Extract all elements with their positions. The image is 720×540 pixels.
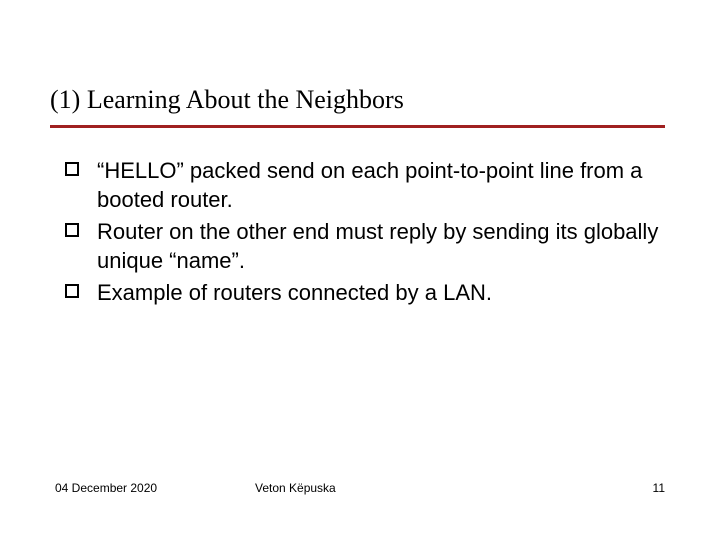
bullet-text: “HELLO” packed send on each point-to-poi… bbox=[97, 158, 642, 212]
list-item: Router on the other end must reply by se… bbox=[55, 217, 665, 275]
slide-title: (1) Learning About the Neighbors bbox=[50, 85, 665, 128]
checkbox-bullet-icon bbox=[65, 223, 79, 237]
footer-date: 04 December 2020 bbox=[55, 481, 157, 495]
bullet-list: “HELLO” packed send on each point-to-poi… bbox=[55, 156, 665, 307]
checkbox-bullet-icon bbox=[65, 284, 79, 298]
footer-page-number: 11 bbox=[653, 481, 665, 495]
slide: (1) Learning About the Neighbors “HELLO”… bbox=[0, 0, 720, 540]
slide-footer: 04 December 2020 Veton Këpuska 11 bbox=[55, 481, 665, 495]
checkbox-bullet-icon bbox=[65, 162, 79, 176]
bullet-text: Example of routers connected by a LAN. bbox=[97, 280, 492, 305]
list-item: “HELLO” packed send on each point-to-poi… bbox=[55, 156, 665, 214]
list-item: Example of routers connected by a LAN. bbox=[55, 278, 665, 307]
footer-author: Veton Këpuska bbox=[255, 481, 336, 495]
bullet-text: Router on the other end must reply by se… bbox=[97, 219, 658, 273]
